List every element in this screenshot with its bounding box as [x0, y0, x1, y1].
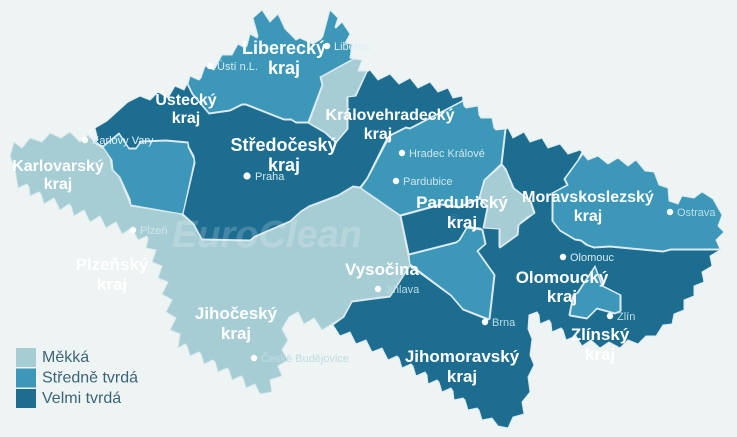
svg-text:Pardubice: Pardubice: [403, 176, 453, 188]
svg-text:kraj: kraj: [364, 126, 392, 143]
svg-text:Liberecký: Liberecký: [242, 38, 326, 58]
svg-text:Středočeský: Středočeský: [230, 135, 337, 155]
svg-text:Zlín: Zlín: [617, 311, 635, 323]
svg-text:Olomouc: Olomouc: [570, 252, 615, 264]
svg-text:®: ®: [450, 213, 458, 225]
svg-text:Jihomoravský: Jihomoravský: [405, 347, 520, 366]
svg-text:Ostrava: Ostrava: [677, 207, 716, 219]
svg-text:Karlovarský: Karlovarský: [12, 158, 104, 175]
svg-text:kraj: kraj: [585, 345, 615, 364]
svg-text:Plzeňský: Plzeňský: [76, 255, 149, 274]
svg-text:Měkká: Měkká: [42, 349, 89, 366]
svg-text:kraj: kraj: [97, 275, 127, 294]
svg-text:Liberec: Liberec: [334, 41, 371, 53]
svg-text:České Budějovice: České Budějovice: [261, 352, 349, 365]
svg-text:Moravskoslezský: Moravskoslezský: [522, 189, 654, 206]
svg-text:Jihlava: Jihlava: [385, 284, 420, 296]
svg-text:Velmi tvrdá: Velmi tvrdá: [42, 390, 121, 407]
svg-text:Královehradecký: Královehradecký: [326, 107, 455, 124]
svg-text:Hradec Králové: Hradec Králové: [409, 148, 485, 160]
svg-text:kraj: kraj: [547, 287, 577, 306]
svg-text:Brna: Brna: [492, 317, 516, 329]
svg-text:kraj: kraj: [221, 324, 251, 343]
svg-text:kraj: kraj: [268, 58, 300, 78]
svg-text:kraj: kraj: [172, 110, 200, 127]
svg-text:EuroClean: EuroClean: [172, 214, 362, 256]
svg-text:Zlínský: Zlínský: [571, 325, 630, 344]
svg-text:Praha: Praha: [255, 171, 285, 183]
svg-text:Ústí n.L.: Ústí n.L.: [217, 60, 258, 73]
svg-text:Jihočeský: Jihočeský: [195, 304, 278, 323]
svg-text:kraj: kraj: [574, 208, 602, 225]
svg-text:Karlovy Vary: Karlovy Vary: [92, 135, 154, 147]
svg-text:kraj: kraj: [44, 176, 72, 193]
svg-text:Pardubický: Pardubický: [416, 193, 508, 212]
svg-text:Vysočina: Vysočina: [345, 260, 420, 279]
svg-text:Středně tvrdá: Středně tvrdá: [42, 370, 138, 387]
svg-text:Olomoucký: Olomoucký: [516, 268, 609, 287]
svg-text:Ústecký: Ústecký: [155, 90, 216, 109]
svg-text:kraj: kraj: [447, 367, 477, 386]
svg-text:Plzeň: Plzeň: [140, 225, 168, 237]
